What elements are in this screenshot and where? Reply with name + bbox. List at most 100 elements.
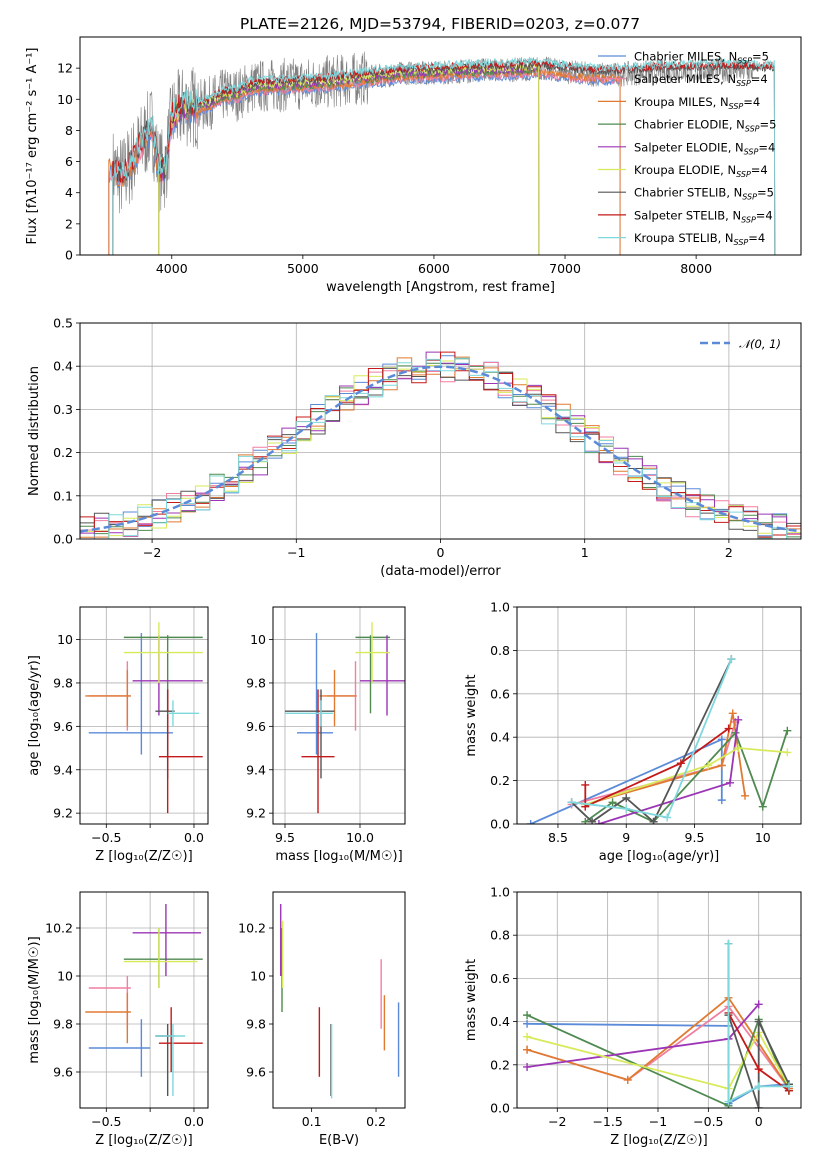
mass-weight-marker	[727, 655, 736, 664]
y-tick-label: 0.2	[490, 773, 510, 788]
y-axis-label: Normed distribution	[27, 366, 42, 496]
legend-entry: Salpeter MILES, NSSP=4	[634, 72, 768, 88]
y-axis-label: mass weight	[464, 959, 479, 1041]
y-tick-label: 0.4	[490, 730, 510, 745]
y-tick-label: 0.0	[490, 1101, 510, 1116]
axes-frame	[272, 891, 406, 1109]
x-tick-label: 0.1	[302, 1114, 322, 1129]
x-tick-label: 9.5	[685, 830, 705, 845]
mass-weight-line	[526, 1003, 760, 1068]
mass-weight-marker	[523, 1019, 532, 1028]
y-tick-label: 1.0	[490, 885, 510, 900]
plot-area	[85, 622, 203, 814]
axes-frame	[516, 606, 802, 825]
x-tick-label: −2	[143, 545, 161, 560]
mass-weight-marker	[594, 820, 603, 824]
mass-weight-marker	[526, 820, 535, 824]
x-axis-label: age [log₁₀(age/yr)]	[599, 849, 720, 864]
residual-histogram	[80, 351, 801, 538]
y-tick-label: 4	[65, 185, 73, 200]
panel-mass-vs-extinction: 0.1 0.2 9.6 9.8 10 10.2 E(B-V)	[238, 891, 406, 1148]
x-tick-label: 0.0	[184, 830, 204, 845]
x-tick-label: −1.5	[592, 1114, 622, 1129]
y-tick-label: 0.4	[53, 359, 73, 374]
x-axis-label: Z [log₁₀(Z/Z☉)]	[95, 849, 192, 864]
mass-weight-marker	[581, 780, 590, 789]
y-axis-label: mass [log₁₀(M/M☉)]	[27, 936, 42, 1063]
y-tick-label: 0.2	[53, 445, 73, 460]
y-tick-label: 0.8	[490, 643, 510, 658]
legend-entry: Chabrier STELIB, NSSP=5	[634, 186, 774, 202]
x-tick-label: 9	[622, 830, 630, 845]
y-tick-label: 0.0	[490, 817, 510, 832]
axes-frame	[516, 891, 802, 1109]
mass-weight-marker	[734, 744, 743, 753]
mass-weight-marker	[724, 1097, 733, 1106]
mass-weight-marker	[754, 1065, 763, 1074]
model-spectrum	[112, 59, 776, 255]
panel-mass-vs-metallicity: −0.5 0.0 9.6 9.8 10 10.2 Z [log₁₀(Z/Z☉)] mass […	[27, 891, 209, 1148]
legend-entry: 𝒩(0, 1)	[739, 337, 781, 351]
mass-weight-marker	[623, 1075, 632, 1084]
mass-weight-marker	[754, 1000, 763, 1009]
y-tick-label: 0	[65, 248, 73, 263]
mass-weight-marker	[726, 778, 734, 787]
y-tick-label: 10.2	[45, 921, 73, 936]
mass-weight-marker	[523, 1032, 532, 1041]
y-tick-label: 9.4	[53, 762, 73, 777]
axes-frame	[79, 36, 802, 256]
model-spectrum	[112, 59, 776, 255]
mass-weight-marker	[717, 796, 726, 805]
mass-weight-marker	[523, 1011, 532, 1020]
y-tick-label: 10	[250, 632, 266, 647]
y-tick-label: 9.4	[246, 762, 266, 777]
mass-weight-marker	[754, 1017, 763, 1026]
legend-entry: Salpeter STELIB, NSSP=4	[634, 208, 773, 224]
mass-weight-line	[727, 943, 789, 1103]
figure-title: PLATE=2126, MJD=53794, FIBERID=0203, z=0…	[240, 15, 640, 33]
mass-weight-marker	[724, 939, 733, 948]
y-tick-label: 0.5	[53, 316, 73, 331]
mass-weight-marker	[724, 724, 733, 733]
mass-weight-line	[585, 713, 746, 806]
mass-weight-marker	[622, 793, 631, 802]
plot-area	[85, 904, 203, 1096]
plot-area	[280, 904, 400, 1099]
y-tick-label: 0.4	[490, 1014, 510, 1029]
mass-weight-marker	[663, 813, 672, 822]
mass-weight-line	[585, 747, 788, 806]
y-axis-label: mass weight	[464, 674, 479, 756]
x-axis-label: Z [log₁₀(Z/Z☉)]	[95, 1133, 192, 1148]
mass-weight-marker	[567, 798, 576, 807]
y-tick-label: 8	[65, 123, 73, 138]
plot-area	[108, 51, 776, 255]
y-tick-label: 10	[57, 969, 73, 984]
mass-weight-line	[584, 727, 730, 808]
y-tick-label: 9.8	[246, 675, 266, 690]
y-tick-label: 2	[65, 216, 73, 231]
y-axis-label: age [log₁₀(age/yr)]	[27, 655, 42, 776]
model-spectrum	[112, 57, 776, 255]
mass-weight-marker	[704, 761, 713, 770]
y-tick-label: 9.2	[53, 806, 73, 821]
axes-frame	[79, 322, 802, 540]
mass-weight-marker	[581, 817, 590, 824]
y-tick-label: 12	[57, 61, 73, 76]
panel-spectrum: 4000 5000 6000 7000 8000 0 2 4 6 8 10 12 wavelength …	[25, 36, 802, 295]
x-tick-label: −1	[649, 1114, 667, 1129]
mass-weight-marker	[608, 798, 617, 807]
mass-weight-marker	[784, 1082, 793, 1091]
x-tick-label: 0	[755, 1114, 763, 1129]
x-tick-label: 0.0	[184, 1114, 204, 1129]
x-tick-label: −2	[548, 1114, 566, 1129]
y-tick-label: 0.2	[490, 1057, 510, 1072]
y-tick-label: 10.2	[238, 921, 266, 936]
x-tick-label: 4000	[156, 261, 188, 276]
panel-mass-weight-vs-age: 8.5 9 9.5 10 0.0 0.2 0.4 0.6 0.8 1.0 age [log₁₀(ag…	[464, 600, 802, 864]
y-tick-label: 10	[57, 92, 73, 107]
plot-area	[526, 655, 792, 824]
x-tick-label: −1	[287, 545, 305, 560]
panel-age-vs-mass: 9.5 10.0 9.2 9.4 9.6 9.8 10 mass [log₁₀(M/M☉)]	[246, 606, 406, 864]
gaussian-reference-curve	[80, 365, 801, 533]
